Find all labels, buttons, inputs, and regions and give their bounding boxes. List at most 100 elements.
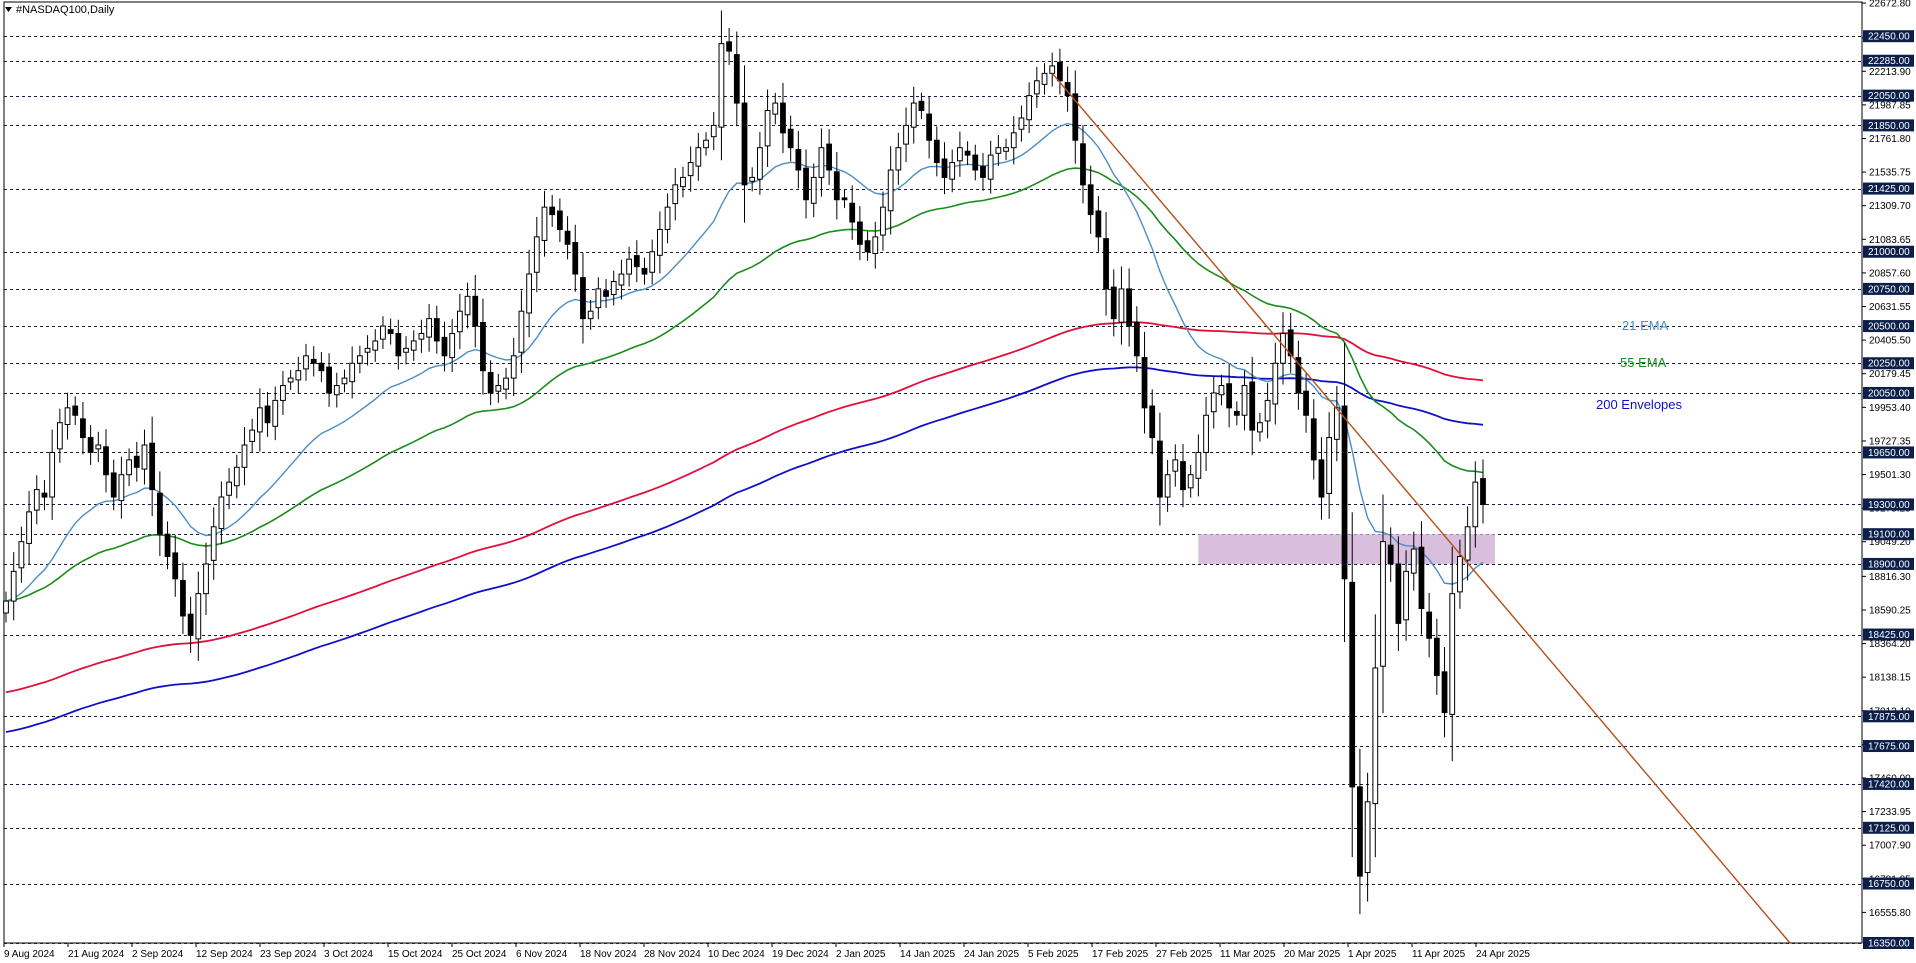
candle-body-bull	[1380, 541, 1386, 667]
candle-body-bull	[1172, 459, 1179, 472]
candle-body-bear	[1441, 671, 1448, 714]
candle	[849, 185, 856, 240]
candle-body-bull	[18, 541, 25, 569]
candle	[456, 293, 463, 350]
level-label-text: 22285.00	[1868, 56, 1910, 67]
y-tick-label: 18816.30	[1869, 572, 1911, 583]
candle	[733, 31, 740, 127]
candle	[764, 89, 771, 167]
candle	[1303, 373, 1309, 433]
candle	[618, 259, 625, 300]
candle	[1003, 138, 1009, 161]
candle	[633, 240, 640, 283]
candle	[233, 454, 240, 499]
x-tick-label: 2 Jan 2025	[836, 949, 886, 960]
candle-body-bull	[1041, 72, 1048, 85]
level-label-box	[1863, 282, 1914, 295]
candle-body-bull	[1210, 392, 1217, 413]
candle	[87, 425, 94, 465]
candle	[1103, 211, 1109, 316]
candle	[710, 111, 717, 151]
candle	[1257, 413, 1263, 442]
candle-body-bear	[1341, 405, 1348, 580]
candle-body-bull	[503, 377, 509, 390]
candle-body-bear	[1133, 322, 1140, 357]
candle	[680, 166, 686, 198]
candle-body-bull	[895, 147, 902, 171]
candle-body-bear	[1295, 357, 1302, 394]
candle	[549, 194, 556, 227]
candle	[726, 28, 732, 65]
candle-body-bear	[1357, 786, 1363, 877]
x-tick-label: 11 Mar 2025	[1220, 949, 1276, 960]
level-label-text: 20500.00	[1868, 322, 1910, 333]
x-tick-label: 25 Oct 2024	[452, 949, 507, 960]
candle-body-bull	[495, 385, 502, 392]
candle	[195, 571, 202, 661]
candle-body-bear	[864, 240, 871, 253]
candle-body-bear	[433, 318, 440, 342]
candle	[356, 345, 363, 374]
level-label-box	[1863, 357, 1914, 370]
x-tick-label: 18 Nov 2024	[580, 949, 637, 960]
candle-body-bear	[564, 230, 571, 245]
candle-body-bull	[710, 124, 717, 138]
candle	[957, 131, 963, 177]
candle	[1210, 376, 1217, 429]
candle	[757, 132, 763, 195]
level-label-text: 20250.00	[1868, 359, 1910, 370]
level-label-text: 18425.00	[1868, 630, 1910, 641]
candle	[218, 481, 225, 545]
level-label: 21850.00	[1863, 119, 1914, 132]
candle-body-bull	[195, 593, 202, 640]
level-label-text: 20050.00	[1868, 388, 1910, 399]
candle-body-bear	[318, 362, 325, 372]
candle	[1018, 105, 1025, 142]
candle	[595, 277, 602, 320]
y-tick-label: 20631.55	[1869, 302, 1911, 313]
candle-body-bull	[649, 251, 656, 273]
candle-body-bear	[1287, 329, 1294, 357]
candle	[795, 131, 802, 189]
candle	[603, 279, 609, 309]
candle-body-bear	[1103, 238, 1109, 290]
candle-body-bull	[718, 43, 725, 128]
x-tick-label: 11 Apr 2025	[1412, 949, 1466, 960]
candle-body-bull	[26, 511, 32, 544]
candle-body-bull	[1187, 474, 1194, 489]
candle-body-bull	[295, 370, 302, 381]
candle-body-bear	[1072, 93, 1079, 141]
candle-body-bull	[333, 385, 340, 396]
candle	[449, 319, 456, 372]
candles	[3, 10, 1486, 915]
candle-body-bear	[1433, 637, 1440, 676]
candle	[810, 163, 817, 218]
level-label-box	[1863, 498, 1914, 511]
level-label: 21000.00	[1863, 245, 1914, 258]
candle-body-bear	[1480, 478, 1486, 505]
candle-body-bull	[610, 280, 617, 296]
candle-body-bear	[187, 613, 194, 636]
triangle-down-icon[interactable]	[5, 7, 12, 12]
candle-body-bull	[1403, 570, 1409, 621]
candle-body-bear	[726, 41, 732, 52]
level-label: 17125.00	[1863, 821, 1914, 834]
level-label: 18425.00	[1863, 628, 1914, 641]
candle-body-bear	[264, 405, 271, 424]
candle-body-bull	[949, 162, 956, 180]
candle-body-bull	[1472, 481, 1479, 528]
candle-body-bull	[1195, 451, 1202, 479]
candle	[1218, 374, 1225, 406]
date-axis[interactable]: 9 Aug 2024 21 Aug 2024 2 Sep 2024 12 Sep 20…	[3, 943, 1530, 960]
candle-body-bull	[141, 444, 148, 470]
candle	[687, 146, 694, 192]
candle	[1041, 63, 1048, 95]
level-label: 17675.00	[1863, 740, 1914, 753]
candle-body-bear	[841, 197, 848, 201]
candle-body-bear	[1426, 611, 1433, 639]
candle-body-bull	[518, 310, 525, 353]
trendline[interactable]	[1051, 72, 1791, 944]
candle-body-bull	[403, 347, 409, 353]
candle	[1195, 434, 1202, 497]
